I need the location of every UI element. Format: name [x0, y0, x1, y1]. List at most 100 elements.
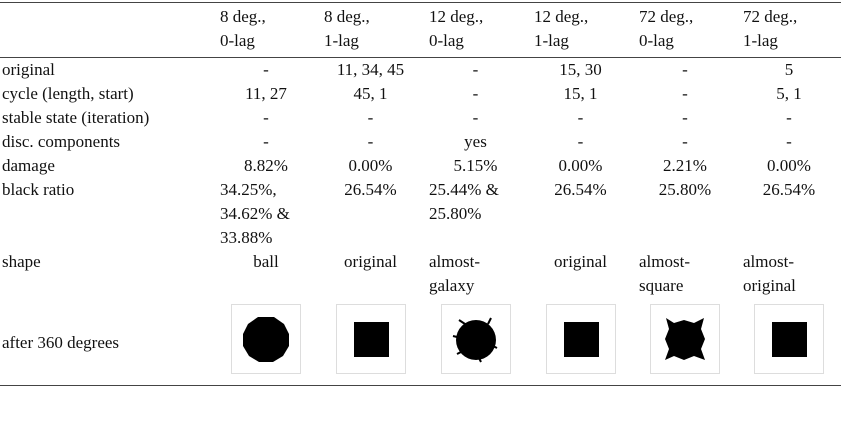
cell-line: 0.00% [348, 156, 393, 175]
almost-square-shape [650, 304, 720, 374]
cell-line: - [472, 108, 479, 127]
cell-line: 26.54% [344, 180, 397, 199]
table-row: black ratio 34.25%, 34.62% & 33.88% 26.54% 25… [0, 178, 841, 250]
table-cell: 26.54% [318, 178, 423, 250]
row-label: stable state (iteration) [2, 108, 150, 127]
cell-line: 25.44% & [429, 180, 499, 199]
table-cell: 5, 1 [737, 82, 841, 106]
cell-line: - [682, 108, 688, 127]
table-cell: 26.54% [528, 178, 633, 250]
cell-line: 5.15% [453, 156, 498, 175]
cell-line: 5, 1 [776, 84, 802, 103]
cell-line: - [786, 108, 792, 127]
cell-line: 0.00% [767, 156, 811, 175]
table-cell: - [528, 130, 633, 154]
row-label: original [2, 60, 55, 79]
cell-line: 11, 27 [245, 84, 287, 103]
column-header: 72 deg., 0-lag [633, 3, 737, 58]
cell-line: 2.21% [663, 156, 707, 175]
column-header: 12 deg., 1-lag [528, 3, 633, 58]
cell-line: 25.80% [658, 180, 712, 199]
table-cell: 5.15% [423, 154, 528, 178]
table-row: shape ball original almost-galaxy original al… [0, 250, 841, 298]
cell-line: 26.54% [554, 180, 607, 199]
table-cell: - [528, 106, 633, 130]
table-row: damage 8.82% 0.00% 5.15% 0.00% 2.21% 0.00% [0, 154, 841, 178]
table-cell: 5 [737, 58, 841, 83]
table-cell: - [737, 106, 841, 130]
cell-line: original [554, 252, 607, 271]
row-label: disc. components [2, 132, 121, 151]
cell-line: 15, 30 [559, 60, 602, 79]
table-cell: - [214, 130, 318, 154]
table-cell: almost-galaxy [423, 250, 528, 298]
table-cell: ball [214, 250, 318, 298]
column-header: 8 deg., 1-lag [318, 3, 423, 58]
shape-image [214, 298, 318, 386]
table-cell: 0.00% [318, 154, 423, 178]
cell-line: almost- [743, 252, 794, 271]
shape-image [318, 298, 423, 386]
row-label: shape [2, 252, 41, 271]
cell-line: 11, 34, 45 [336, 60, 405, 79]
square-shape [545, 304, 616, 374]
cell-line: 25.80% [429, 204, 482, 223]
cell-line: - [472, 60, 479, 79]
cell-line: almost- [429, 252, 480, 271]
table-cell: 8.82% [214, 154, 318, 178]
table-cell: 11, 27 [214, 82, 318, 106]
row-label: black ratio [2, 180, 75, 199]
table-row: cycle (length, start) 11, 27 45, 1 - 15, 1 - 5… [0, 82, 841, 106]
column-header: 12 deg., 0-lag [423, 3, 528, 58]
table-cell: 0.00% [528, 154, 633, 178]
cell-line: 0-lag [429, 31, 464, 50]
table-cell: 34.25%, 34.62% & 33.88% [214, 178, 318, 250]
ball-shape [231, 304, 301, 374]
corner-cell [0, 3, 214, 58]
table-cell: - [423, 82, 528, 106]
cell-line: original [344, 252, 397, 271]
table-cell: 25.80% [633, 178, 737, 250]
galaxy-shape [440, 304, 511, 374]
cell-line: ball [253, 252, 279, 271]
table-cell: - [214, 58, 318, 83]
cell-line: 8.82% [244, 156, 288, 175]
table-body: original - 11, 34, 45 - 15, 30 - 5 cycle (lengt… [0, 58, 841, 299]
table-cell: 45, 1 [318, 82, 423, 106]
cell-line: 15, 1 [563, 84, 598, 103]
cell-line: - [263, 108, 269, 127]
cell-line: 72 deg., [639, 7, 694, 26]
table-cell: almost-original [737, 250, 841, 298]
table-cell: 2.21% [633, 154, 737, 178]
cell-line: - [367, 132, 374, 151]
table-cell: - [318, 106, 423, 130]
shape-image [633, 298, 737, 386]
table-row: stable state (iteration) - - - - - - [0, 106, 841, 130]
table-cell: 15, 1 [528, 82, 633, 106]
image-body: after 360 degrees [0, 298, 841, 386]
cell-line: - [786, 132, 792, 151]
shape-image [423, 298, 528, 386]
header-row: 8 deg., 0-lag 8 deg., 1-lag 12 deg., 0-lag 12 … [0, 2, 841, 58]
table-cell: 15, 30 [528, 58, 633, 83]
results-table: 8 deg., 0-lag 8 deg., 1-lag 12 deg., 0-lag 12 … [0, 2, 841, 386]
cell-line: 26.54% [762, 180, 816, 199]
table-row: disc. components - - yes - - - [0, 130, 841, 154]
cell-line: - [263, 60, 269, 79]
table-cell: original [528, 250, 633, 298]
table-cell: - [633, 130, 737, 154]
row-label: damage [2, 156, 55, 175]
cell-line: - [367, 108, 374, 127]
cell-line: 8 deg., [324, 7, 370, 26]
cell-line: yes [464, 132, 487, 151]
cell-line: galaxy [429, 276, 475, 295]
square-shape [754, 304, 824, 374]
cell-line: 34.25%, [220, 180, 277, 199]
table-cell: 26.54% [737, 178, 841, 250]
shape-image [737, 298, 841, 386]
table-row: original - 11, 34, 45 - 15, 30 - 5 [0, 58, 841, 83]
image-row: after 360 degrees [0, 298, 841, 386]
table-cell: 11, 34, 45 [318, 58, 423, 83]
row-label: cycle (length, start) [2, 84, 134, 103]
cell-line: 8 deg., [220, 7, 266, 26]
